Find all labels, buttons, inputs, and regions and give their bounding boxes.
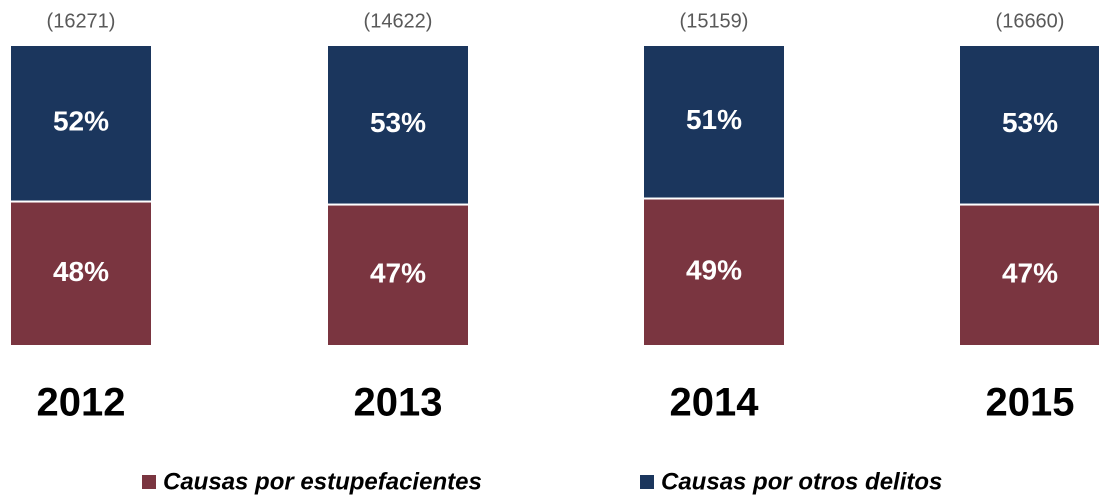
bar-segment xyxy=(9,200,153,347)
value-label: 51% xyxy=(686,104,742,135)
x-tick-label: 2015 xyxy=(986,381,1075,425)
bar-segment xyxy=(326,44,470,206)
value-label: 53% xyxy=(370,107,426,138)
x-tick-label: 2012 xyxy=(37,381,126,425)
total-label: (16660) xyxy=(996,10,1065,32)
value-label: 53% xyxy=(1002,107,1058,138)
bar-segment xyxy=(642,197,786,347)
x-tick-label: 2014 xyxy=(670,381,760,425)
value-label: 52% xyxy=(53,106,109,137)
total-label: (14622) xyxy=(364,10,433,32)
x-tick-label: 2013 xyxy=(354,381,443,425)
value-label: 47% xyxy=(370,258,426,289)
total-label: (16271) xyxy=(47,10,116,32)
value-label: 48% xyxy=(53,256,109,287)
total-label: (15159) xyxy=(680,10,749,32)
bar-segment xyxy=(9,44,153,203)
bar-segment xyxy=(958,44,1099,206)
legend-swatch xyxy=(142,475,156,489)
legend-label: Causas por estupefacientes xyxy=(163,468,482,495)
bar-segment xyxy=(642,44,786,200)
value-label: 47% xyxy=(1002,258,1058,289)
legend-label: Causas por otros delitos xyxy=(661,468,942,495)
legend-swatch xyxy=(640,475,654,489)
value-label: 49% xyxy=(686,255,742,286)
